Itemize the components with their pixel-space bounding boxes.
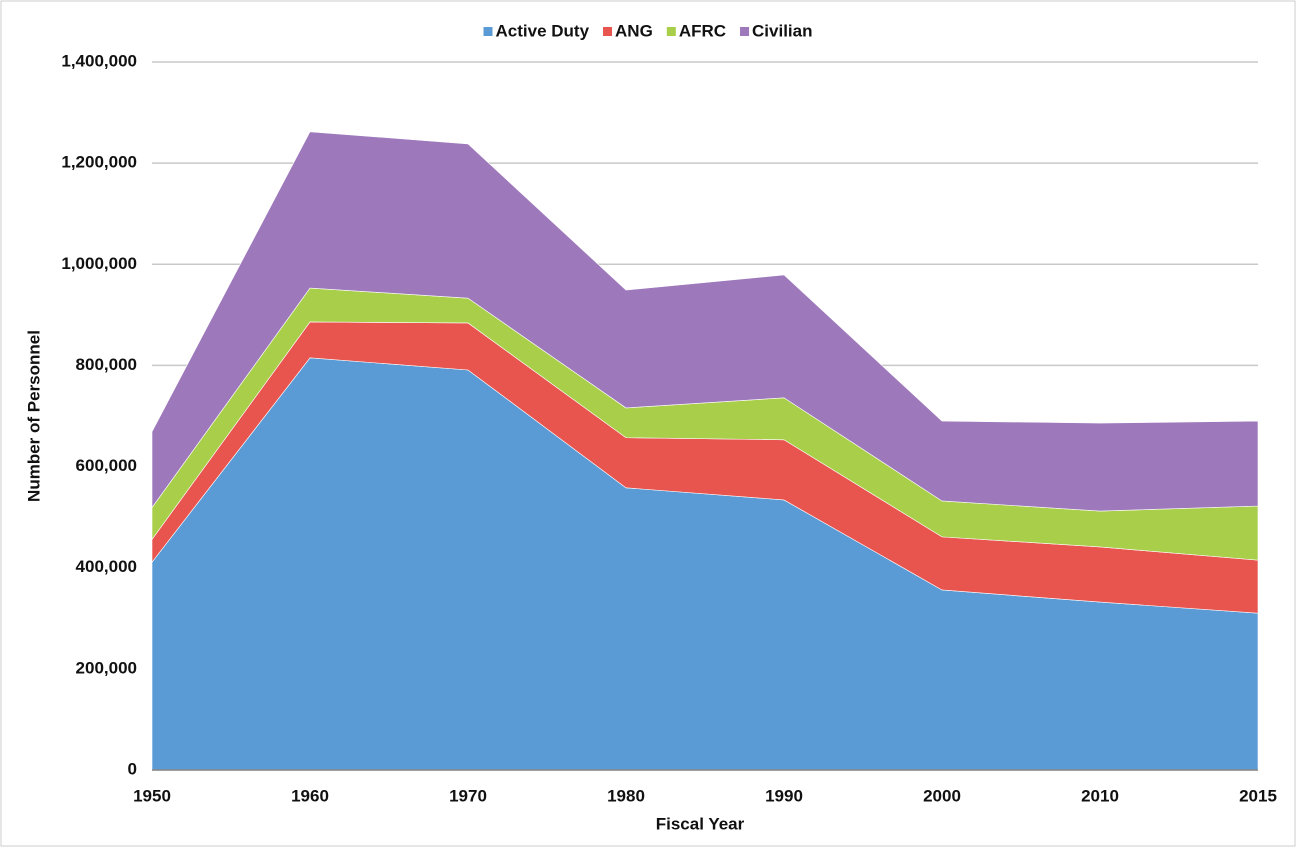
x-tick-label: 1970 bbox=[449, 786, 487, 805]
x-tick-label: 1980 bbox=[607, 786, 645, 805]
y-tick-label: 600,000 bbox=[76, 456, 137, 475]
legend-swatch bbox=[740, 27, 750, 36]
x-tick-label: 2010 bbox=[1081, 786, 1119, 805]
y-tick-label: 400,000 bbox=[76, 557, 137, 576]
legend-label: Civilian bbox=[752, 21, 812, 40]
x-axis-title: Fiscal Year bbox=[656, 814, 745, 833]
legend-label: AFRC bbox=[679, 21, 726, 40]
legend-label: Active Duty bbox=[496, 21, 590, 40]
y-axis-title: Number of Personnel bbox=[24, 330, 43, 502]
legend-label: ANG bbox=[615, 21, 653, 40]
y-tick-label: 1,200,000 bbox=[61, 153, 137, 172]
legend-swatch bbox=[483, 27, 493, 36]
x-tick-label: 1950 bbox=[133, 786, 171, 805]
y-tick-label: 800,000 bbox=[76, 355, 137, 374]
area bbox=[151, 131, 1259, 512]
y-tick-label: 0 bbox=[128, 759, 137, 778]
x-tick-label: 2015 bbox=[1239, 786, 1277, 805]
y-tick-label: 1,400,000 bbox=[61, 51, 137, 70]
x-tick-label: 1960 bbox=[291, 786, 329, 805]
x-tick-label: 1990 bbox=[765, 786, 803, 805]
y-tick-label: 1,000,000 bbox=[61, 254, 137, 273]
legend: Active Duty ANG AFRC Civilian bbox=[483, 21, 813, 40]
areas bbox=[151, 131, 1259, 771]
x-tick-label: 2000 bbox=[923, 786, 961, 805]
legend-swatch bbox=[666, 27, 676, 36]
legend-swatch bbox=[603, 27, 613, 36]
y-tick-label: 200,000 bbox=[76, 658, 137, 677]
